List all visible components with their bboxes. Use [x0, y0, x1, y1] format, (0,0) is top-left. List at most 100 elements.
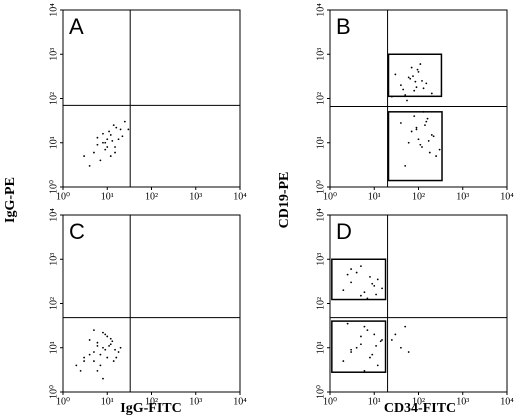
- point: [406, 99, 408, 102]
- point: [79, 369, 82, 372]
- point: [93, 351, 95, 353]
- point: [109, 337, 112, 340]
- point: [121, 135, 124, 138]
- x-tick-label: 10⁰: [56, 396, 70, 407]
- plot-frame: [329, 9, 508, 188]
- point: [106, 138, 109, 141]
- point: [96, 369, 99, 372]
- point: [99, 364, 102, 367]
- point: [360, 294, 362, 297]
- point: [369, 275, 371, 278]
- point: [360, 343, 362, 346]
- point: [93, 151, 95, 154]
- y-tick-label: 10³: [315, 48, 326, 61]
- point: [419, 63, 422, 65]
- point: [350, 351, 353, 353]
- point: [102, 346, 104, 349]
- point: [414, 80, 417, 83]
- point: [407, 141, 410, 144]
- point: [104, 148, 107, 151]
- y-tick-label: 10¹: [315, 136, 326, 149]
- point: [114, 146, 116, 148]
- point: [106, 356, 109, 359]
- point: [88, 353, 91, 356]
- point: [438, 148, 441, 151]
- point: [415, 86, 418, 89]
- point: [413, 115, 416, 118]
- point: [373, 284, 376, 287]
- point: [115, 126, 118, 129]
- point: [416, 68, 419, 71]
- point: [375, 345, 377, 347]
- point: [404, 94, 407, 96]
- point: [404, 325, 407, 328]
- point: [399, 346, 402, 349]
- point: [415, 126, 418, 129]
- point: [404, 164, 407, 167]
- point: [350, 348, 353, 351]
- point: [375, 293, 377, 296]
- point: [83, 360, 86, 362]
- point: [119, 346, 122, 349]
- point: [350, 281, 353, 284]
- plot-frame: [62, 214, 241, 393]
- point: [104, 333, 107, 336]
- point: [83, 356, 86, 359]
- point: [363, 369, 366, 372]
- point: [360, 335, 362, 338]
- panel-label: C: [69, 219, 85, 244]
- point: [104, 141, 107, 144]
- plot-frame: [62, 9, 241, 188]
- point: [96, 136, 99, 139]
- y-tick-label: 10⁴: [48, 208, 59, 222]
- x-tick-label: 10⁴: [500, 191, 514, 202]
- point: [96, 143, 99, 146]
- point: [104, 348, 107, 351]
- point: [432, 135, 435, 138]
- x-tick-label: 10⁰: [323, 191, 337, 202]
- point: [108, 130, 110, 133]
- x-tick-label: 10⁴: [500, 396, 514, 407]
- point: [355, 271, 358, 274]
- panel-label: B: [336, 14, 351, 39]
- point: [115, 356, 118, 359]
- x-tick-label: 10²: [145, 396, 158, 407]
- point: [430, 92, 433, 95]
- point: [407, 351, 410, 353]
- point: [106, 335, 109, 338]
- x-tick-label: 10¹: [368, 396, 381, 407]
- point: [394, 333, 397, 336]
- x-tick-label: 10²: [412, 191, 425, 202]
- point: [366, 297, 369, 300]
- y-tick-label: 10²: [48, 297, 59, 310]
- point: [376, 364, 379, 367]
- point: [376, 278, 379, 281]
- point: [379, 340, 382, 343]
- point: [114, 151, 116, 154]
- point: [413, 89, 416, 92]
- point: [419, 143, 422, 146]
- point: [355, 346, 358, 349]
- point: [410, 130, 413, 133]
- point: [102, 331, 104, 334]
- x-tick-label: 10¹: [101, 396, 114, 407]
- point: [373, 333, 376, 336]
- point: [106, 146, 109, 148]
- point: [426, 117, 429, 120]
- point: [421, 79, 423, 82]
- point: [421, 146, 423, 148]
- point: [102, 132, 104, 135]
- point: [366, 329, 369, 332]
- point: [88, 164, 91, 167]
- x-tick-label: 10³: [456, 191, 469, 202]
- point: [93, 360, 95, 362]
- point: [108, 345, 110, 347]
- y-tick-label: 10²: [315, 92, 326, 105]
- y-tick-label: 10⁰: [48, 385, 59, 399]
- point: [96, 345, 99, 347]
- point: [407, 76, 410, 79]
- y-tick-label: 10³: [315, 253, 326, 266]
- point: [381, 339, 383, 341]
- gate: [331, 258, 387, 301]
